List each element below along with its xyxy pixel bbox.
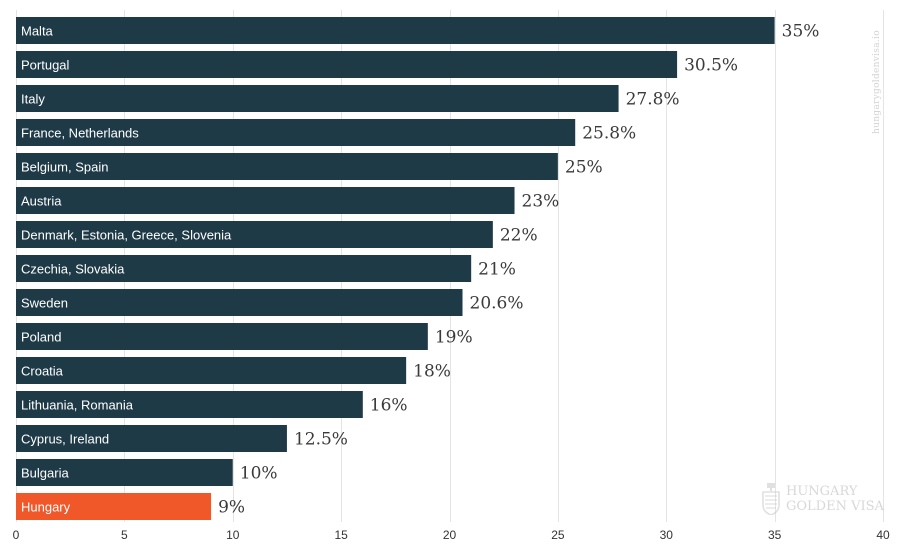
bar-category-label: Cyprus, Ireland	[21, 432, 109, 447]
bar-value-label: 12.5%	[294, 430, 348, 450]
bar-value-label: 18%	[413, 362, 451, 382]
bars: Malta 35% Portugal 30.5% Italy 27.8% France, N…	[16, 17, 819, 520]
watermark-logo-line1: HUNGARY	[786, 484, 858, 499]
bar-value-label: 9%	[218, 498, 245, 518]
bar-1	[16, 51, 678, 78]
bar-value-label: 20.6%	[470, 294, 524, 314]
bar-value-label: 25%	[565, 158, 603, 178]
bar-10	[16, 357, 407, 384]
x-tick-label: 10	[226, 528, 240, 542]
watermark-side-text: hungarygoldenvisa.io	[872, 30, 882, 134]
bar-value-label: 16%	[370, 396, 408, 416]
bar-category-label: Malta	[21, 24, 54, 39]
x-tick-label: 20	[443, 528, 457, 542]
bar-category-label: Lithuania, Romania	[21, 398, 134, 413]
bar-category-label: Portugal	[21, 58, 70, 73]
bar-category-label: Denmark, Estonia, Greece, Slovenia	[21, 228, 232, 243]
x-tick-label: 25	[551, 528, 565, 542]
bar-category-label: Sweden	[21, 296, 68, 311]
bar-4	[16, 153, 558, 180]
bar-7	[16, 255, 472, 282]
bar-3	[16, 119, 576, 146]
bar-14	[16, 493, 212, 520]
bar-0	[16, 17, 775, 44]
bar-8	[16, 289, 463, 316]
bar-12	[16, 425, 287, 452]
bar-value-label: 21%	[478, 260, 516, 280]
bar-9	[16, 323, 428, 350]
bar-5	[16, 187, 515, 214]
bar-category-label: Czechia, Slovakia	[21, 262, 125, 277]
x-tick-label: 5	[121, 528, 128, 542]
bar-category-label: Hungary	[21, 500, 71, 515]
bar-category-label: Bulgaria	[21, 466, 69, 481]
bar-category-label: Poland	[21, 330, 61, 345]
bar-11	[16, 391, 363, 418]
x-axis: 0 5 10 15 20 25 30 35 40	[13, 528, 890, 542]
bar-value-label: 25.8%	[582, 124, 636, 144]
bar-value-label: 27.8%	[626, 90, 680, 110]
bar-value-label: 30.5%	[684, 56, 738, 76]
bar-value-label: 35%	[782, 22, 820, 42]
x-tick-label: 30	[660, 528, 674, 542]
bar-13	[16, 459, 233, 486]
x-tick-label: 0	[13, 528, 20, 542]
bar-6	[16, 221, 493, 248]
x-tick-label: 15	[334, 528, 348, 542]
crest-icon	[762, 483, 780, 515]
bar-category-label: Austria	[21, 194, 62, 209]
x-tick-label: 35	[768, 528, 782, 542]
watermark-logo-line2: GOLDEN VISA	[786, 499, 884, 514]
x-tick-label: 40	[876, 528, 890, 542]
watermark-logo: HUNGARY GOLDEN VISA	[762, 481, 892, 517]
bar-category-label: Belgium, Spain	[21, 160, 108, 175]
bar-value-label: 23%	[522, 192, 560, 212]
bar-category-label: Italy	[21, 92, 45, 107]
bar-value-label: 10%	[240, 464, 278, 484]
bar-value-label: 19%	[435, 328, 473, 348]
bar-category-label: France, Netherlands	[21, 126, 139, 141]
bar-2	[16, 85, 619, 112]
bar-value-label: 22%	[500, 226, 538, 246]
bar-category-label: Croatia	[21, 364, 64, 379]
